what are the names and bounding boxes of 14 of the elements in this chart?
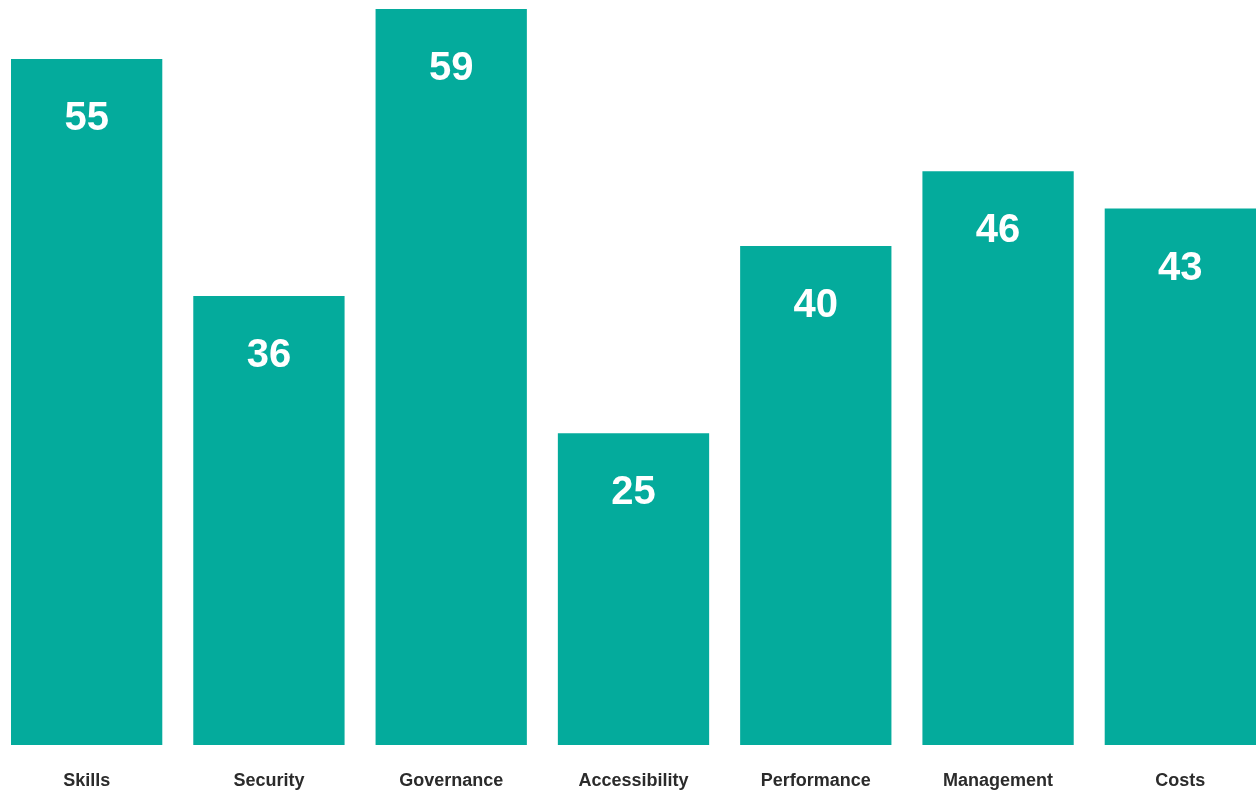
- x-tick-label: Costs: [1155, 769, 1206, 790]
- data-label: 40: [793, 281, 839, 326]
- data-label: 36: [246, 330, 292, 375]
- data-label: 59: [428, 44, 474, 88]
- x-tick-label: Skills: [63, 769, 111, 790]
- x-tick-label: Management: [943, 769, 1054, 790]
- x-tick-label: Governance: [399, 769, 504, 790]
- x-tick-label: Accessibility: [578, 769, 689, 790]
- data-label: 43: [1158, 243, 1203, 288]
- data-label: 46: [975, 206, 1021, 251]
- data-label: 55: [64, 93, 109, 138]
- x-tick-label: Security: [233, 769, 305, 790]
- data-label: 25: [611, 468, 656, 513]
- x-tick-label: Performance: [760, 769, 871, 790]
